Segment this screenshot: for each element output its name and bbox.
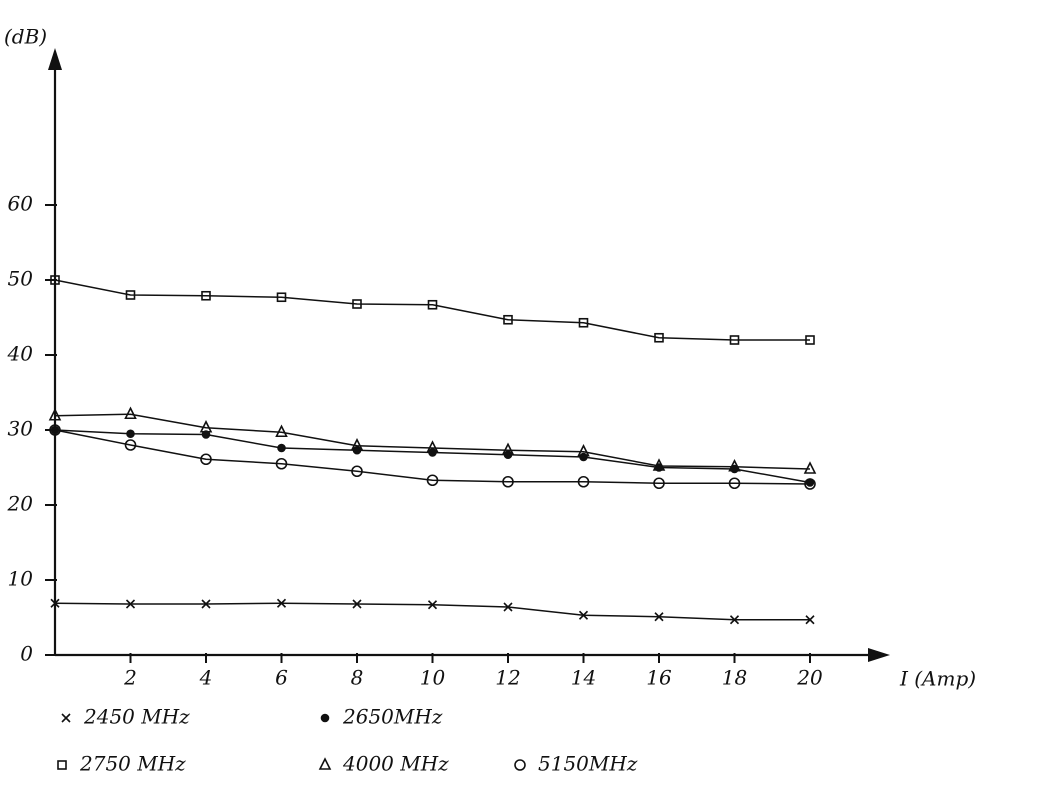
x-tick-label: 8	[351, 666, 364, 690]
y-tick-label: 10	[8, 567, 34, 591]
legend-label: 2450 MHz	[83, 705, 190, 729]
x-tick-label: 2	[123, 666, 137, 690]
data-point	[277, 426, 287, 436]
y-tick-label: 40	[7, 342, 34, 366]
x-tick-label: 18	[722, 666, 747, 690]
data-point	[278, 445, 285, 452]
legend-marker	[58, 761, 66, 769]
legend-label: 4000 MHz	[342, 752, 449, 776]
x-tick-label: 14	[571, 666, 596, 690]
y-axis-label: (dB)	[4, 25, 47, 49]
y-tick-label: 20	[7, 492, 34, 516]
x-tick-label: 16	[646, 666, 672, 690]
y-tick-label: 50	[8, 267, 34, 291]
x-axis-arrow	[868, 648, 890, 662]
x-tick-label: 20	[796, 666, 823, 690]
y-axis-arrow	[48, 48, 62, 70]
y-tick-label: 0	[20, 642, 33, 666]
x-axis-label: I (Amp)	[899, 667, 976, 691]
x-tick-label: 12	[495, 666, 520, 690]
legend-marker	[515, 760, 525, 770]
data-point	[126, 408, 136, 418]
x-tick-label: 10	[420, 666, 446, 690]
x-tick-label: 4	[199, 666, 213, 690]
legend-label: 2750 MHz	[79, 752, 186, 776]
legend-label: 5150MHz	[538, 752, 638, 776]
legend-marker	[320, 759, 330, 769]
legend-marker	[322, 715, 329, 722]
y-tick-label: 30	[8, 417, 34, 441]
chart: (dB) I (Amp) 0 10 20 30 40 50 60 2 4 6 8 10 12 14 16 18…	[0, 0, 1037, 790]
data-point	[127, 430, 134, 437]
data-point	[580, 454, 587, 461]
legend-label: 2650MHz	[342, 705, 443, 729]
legend-marker	[62, 714, 70, 722]
data-point	[805, 463, 815, 473]
y-tick-label: 60	[8, 192, 34, 216]
series-line	[55, 280, 810, 340]
x-tick-label: 6	[275, 666, 288, 690]
